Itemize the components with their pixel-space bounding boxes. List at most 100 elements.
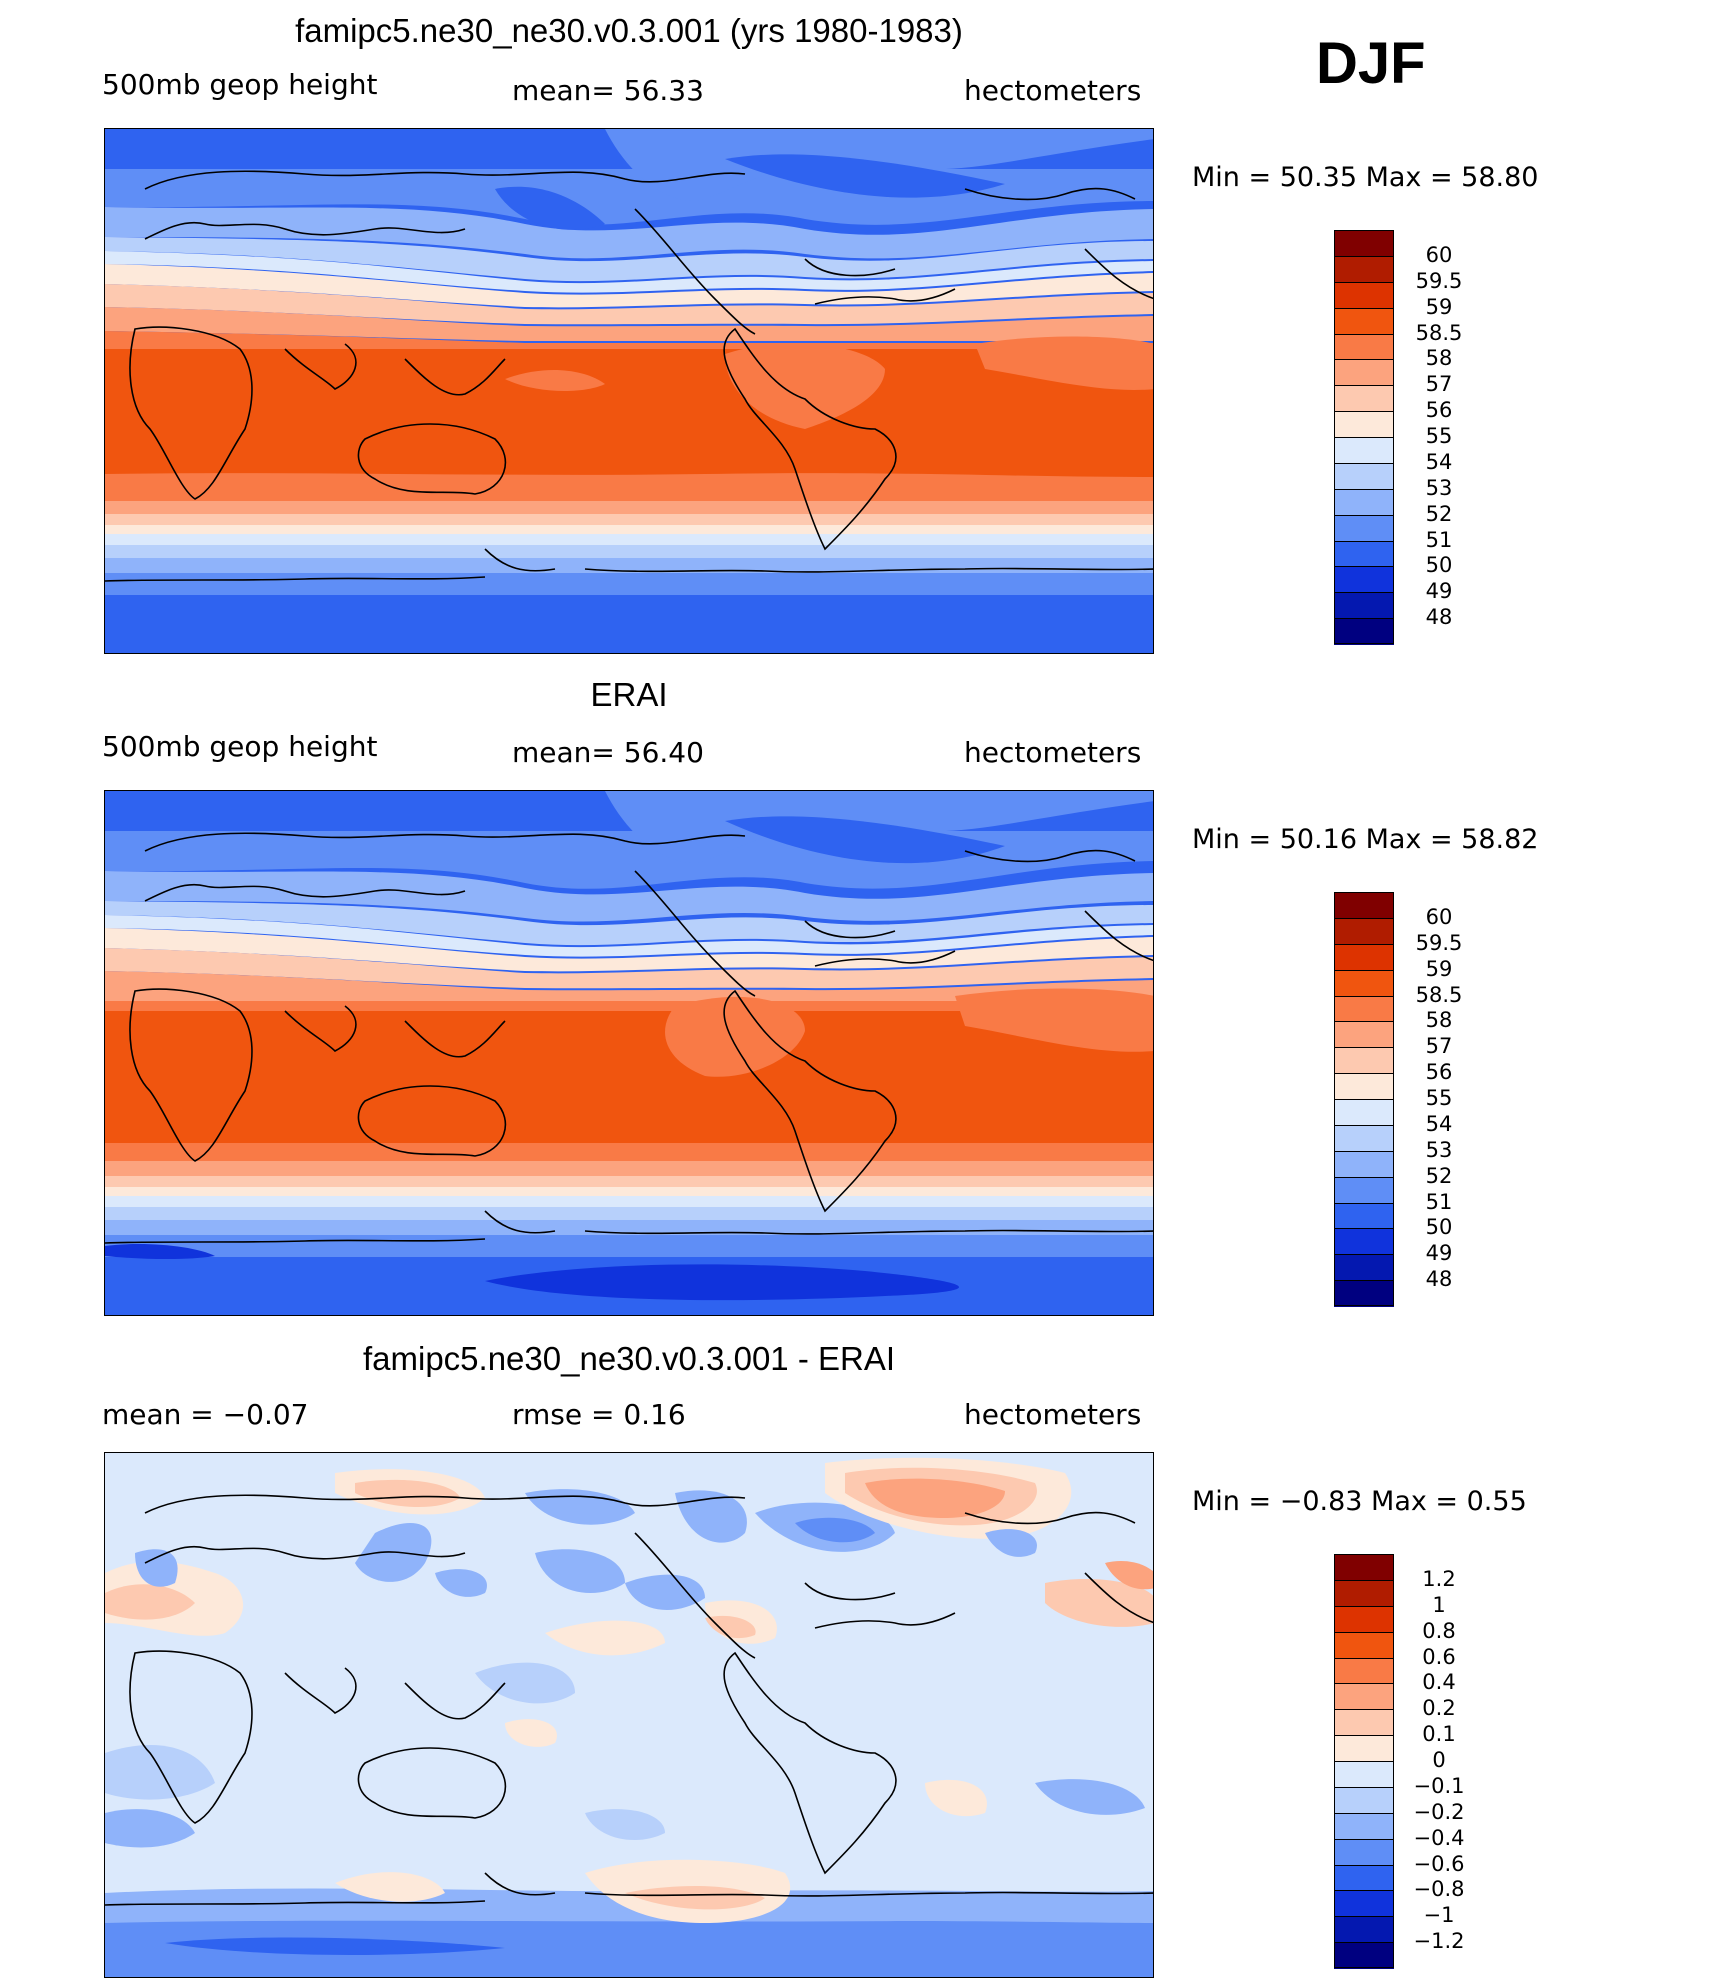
colorbar-separator bbox=[1334, 1657, 1394, 1659]
panel-2-variable-label: 500mb geop height bbox=[102, 730, 378, 763]
colorbar-tick-label: 60 bbox=[1425, 904, 1453, 929]
colorbar-swatch bbox=[1334, 333, 1394, 360]
colorbar-tick-label: 54 bbox=[1425, 449, 1453, 474]
colorbar-tick-label: 53 bbox=[1425, 1137, 1453, 1162]
colorbar-separator bbox=[1334, 969, 1394, 971]
panel-3-title: famipc5.ne30_ne30.v0.3.001 - ERAI bbox=[362, 1340, 895, 1377]
colorbar-tick-label: 58.5 bbox=[1415, 320, 1463, 345]
colorbar-tick-label: 49 bbox=[1425, 1241, 1453, 1266]
colorbar-separator bbox=[1334, 359, 1394, 361]
colorbar-tick-label: 51 bbox=[1425, 527, 1453, 552]
colorbar-swatch bbox=[1334, 1631, 1394, 1658]
colorbar-separator bbox=[1334, 1605, 1394, 1607]
colorbar-tick-label: 53 bbox=[1425, 475, 1453, 500]
panel-3-mean-label: mean = −0.07 bbox=[102, 1398, 309, 1431]
panel-3-units-label: hectometers bbox=[964, 1398, 1142, 1431]
colorbar-separator bbox=[1334, 1202, 1394, 1204]
colorbar-swatch bbox=[1334, 1786, 1394, 1814]
colorbar-tick-label: 50 bbox=[1425, 553, 1453, 578]
colorbar-swatch bbox=[1334, 411, 1394, 438]
colorbar-swatch bbox=[1334, 1709, 1394, 1736]
colorbar-separator bbox=[1334, 1631, 1394, 1633]
colorbar-tick-label: 59 bbox=[1425, 294, 1453, 319]
colorbar-tick-label: 59.5 bbox=[1415, 930, 1463, 955]
colorbar-separator bbox=[1334, 1786, 1394, 1788]
colorbar-tick-label: 58 bbox=[1425, 346, 1453, 371]
colorbar-swatch bbox=[1334, 359, 1394, 386]
colorbar-swatch bbox=[1334, 1761, 1394, 1788]
colorbar-tick-label: −0.6 bbox=[1413, 1851, 1465, 1876]
colorbar-swatch bbox=[1334, 540, 1394, 567]
colorbar-tick-label: 59 bbox=[1425, 956, 1453, 981]
colorbar-tick-label: 59.5 bbox=[1415, 268, 1463, 293]
colorbar-separator bbox=[1334, 1683, 1394, 1685]
panel-2-units-label: hectometers bbox=[964, 736, 1142, 769]
colorbar-tick-label: 56 bbox=[1425, 1060, 1453, 1085]
panel-1-colorbar: 60 59.5 59 58.5 58 57 56 55 54 53 52 51 50 49 48 bbox=[1334, 230, 1462, 645]
colorbar-separator bbox=[1334, 1047, 1394, 1049]
colorbar-swatch bbox=[1334, 917, 1394, 945]
colorbar-swatch bbox=[1334, 1916, 1394, 1943]
colorbar-swatch bbox=[1334, 1890, 1394, 1917]
colorbar-swatch bbox=[1334, 1202, 1394, 1229]
colorbar-swatch bbox=[1334, 1073, 1394, 1100]
panel-3-map bbox=[104, 1452, 1154, 1978]
panel-2-mean-label: mean= 56.40 bbox=[512, 736, 704, 769]
colorbar-separator bbox=[1334, 437, 1394, 438]
colorbar-swatch bbox=[1334, 995, 1394, 1022]
colorbar-tick-label: 60 bbox=[1425, 242, 1453, 267]
colorbar-swatch bbox=[1334, 618, 1394, 645]
colorbar-tick-label: 0.1 bbox=[1422, 1722, 1456, 1747]
colorbar-swatch bbox=[1334, 1124, 1394, 1152]
colorbar-swatch bbox=[1334, 514, 1394, 541]
colorbar-swatch bbox=[1334, 1683, 1394, 1710]
colorbar-swatch bbox=[1334, 1150, 1394, 1178]
colorbar-tick-label: 49 bbox=[1425, 579, 1453, 604]
panel-3-rmse-label: rmse = 0.16 bbox=[512, 1398, 686, 1431]
panel-3-min-max: Min = −0.83 Max = 0.55 bbox=[1192, 1486, 1527, 1517]
panel-1-mean-label: mean= 56.33 bbox=[512, 74, 704, 107]
colorbar-tick-label: 0.8 bbox=[1422, 1618, 1456, 1643]
colorbar-tick-label: 55 bbox=[1425, 1086, 1453, 1110]
colorbar-separator bbox=[1334, 1021, 1394, 1023]
colorbar-separator bbox=[1334, 995, 1394, 997]
colorbar-swatch bbox=[1334, 1176, 1394, 1203]
colorbar-separator bbox=[1334, 1864, 1394, 1866]
colorbar-tick-label: −0.1 bbox=[1413, 1773, 1465, 1798]
colorbar-swatch bbox=[1334, 592, 1394, 619]
colorbar-separator bbox=[1334, 1254, 1394, 1256]
colorbar-separator bbox=[1334, 1124, 1394, 1126]
colorbar-separator bbox=[1334, 618, 1394, 620]
panel-2-map-svg bbox=[105, 791, 1153, 1315]
colorbar-tick-label: 0.6 bbox=[1422, 1644, 1456, 1669]
colorbar-separator bbox=[1334, 1838, 1394, 1840]
colorbar-swatch bbox=[1334, 969, 1394, 996]
panel-1-units-label: hectometers bbox=[964, 74, 1142, 107]
colorbar-swatch bbox=[1334, 230, 1394, 257]
colorbar-separator bbox=[1334, 255, 1394, 257]
colorbar-tick-label: 52 bbox=[1425, 501, 1453, 526]
colorbar-separator bbox=[1334, 281, 1394, 283]
colorbar-tick-label: 50 bbox=[1425, 1215, 1453, 1240]
colorbar-tick-label: −1.2 bbox=[1413, 1929, 1465, 1954]
colorbar-separator bbox=[1334, 488, 1394, 490]
colorbar-separator bbox=[1334, 1228, 1394, 1230]
colorbar-tick-label: 48 bbox=[1425, 1267, 1453, 1292]
colorbar-swatch bbox=[1334, 566, 1394, 593]
colorbar-separator bbox=[1334, 1579, 1394, 1581]
colorbar-separator bbox=[1334, 1890, 1394, 1892]
colorbar-tick-label: 0.4 bbox=[1422, 1670, 1456, 1695]
colorbar-tick-label: 55 bbox=[1425, 424, 1453, 448]
colorbar-swatch bbox=[1334, 462, 1394, 490]
colorbar-separator bbox=[1334, 1280, 1394, 1282]
panel-1-map bbox=[104, 128, 1154, 654]
colorbar-tick-label: 54 bbox=[1425, 1111, 1453, 1136]
colorbar-swatch bbox=[1334, 1838, 1394, 1865]
colorbar-swatch bbox=[1334, 1812, 1394, 1840]
colorbar-separator bbox=[1334, 385, 1394, 387]
colorbar-separator bbox=[1334, 917, 1394, 919]
panel-1-min-max: Min = 50.35 Max = 58.80 bbox=[1192, 162, 1539, 193]
colorbar-tick-label: 57 bbox=[1425, 372, 1453, 397]
colorbar-separator bbox=[1334, 1761, 1394, 1762]
colorbar-tick-label: −0.2 bbox=[1413, 1799, 1465, 1824]
